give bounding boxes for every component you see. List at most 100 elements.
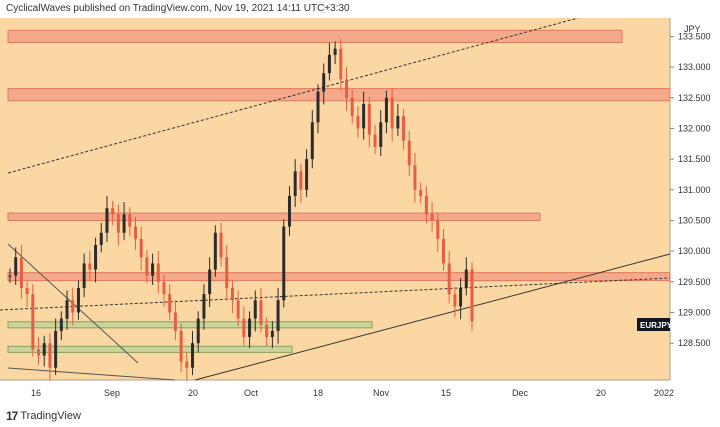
- candle-body: [116, 214, 120, 233]
- publish-header: CyclicalWaves published on TradingView.c…: [6, 3, 350, 14]
- time-tick-label: 2022: [654, 388, 674, 398]
- candle-body: [48, 343, 52, 368]
- rising-support-trendline[interactable]: [194, 253, 671, 381]
- candle-body: [202, 294, 206, 319]
- time-tick-label: 15: [441, 388, 451, 398]
- lower-dashed-trendline[interactable]: [0, 277, 671, 311]
- zones-layer: [7, 29, 671, 353]
- candle-body: [168, 294, 172, 313]
- candle-body: [31, 294, 35, 350]
- tradingview-brand[interactable]: TradingView: [20, 409, 81, 422]
- tradingview-logo-icon[interactable]: 17: [6, 408, 18, 423]
- upper-dashed-trendline[interactable]: [7, 18, 579, 174]
- candle-body: [179, 330, 183, 362]
- price-tick-label: 130.500: [678, 215, 711, 225]
- symbol-tag[interactable]: EURJPY: [637, 318, 673, 331]
- candle-body: [191, 343, 195, 368]
- candle-body: [94, 245, 98, 270]
- candle-body: [419, 189, 423, 196]
- time-tick-label: 20: [596, 388, 606, 398]
- candle-body: [384, 97, 388, 123]
- time-tick-label: 20: [188, 388, 198, 398]
- price-tick-label: 133.000: [678, 62, 711, 72]
- price-tick-label: 132.000: [678, 123, 711, 133]
- time-tick-label: 18: [313, 388, 323, 398]
- time-tick-label: Oct: [244, 388, 259, 398]
- green-zone[interactable]: [7, 321, 373, 329]
- candle-body: [82, 263, 86, 288]
- candle-body: [441, 238, 445, 264]
- candle-body: [8, 275, 12, 277]
- candle-body: [71, 300, 75, 313]
- time-tick-label: Nov: [373, 388, 390, 398]
- candle-body: [464, 269, 468, 288]
- candle-body: [76, 287, 80, 313]
- candle-body: [430, 214, 434, 221]
- candle-body: [396, 116, 400, 129]
- candle-body: [88, 263, 92, 270]
- green-zone[interactable]: [7, 345, 293, 353]
- candle-body: [293, 171, 297, 196]
- candle-body: [459, 287, 463, 307]
- price-tick-label: 131.500: [678, 154, 711, 164]
- bottom-trendline[interactable]: [7, 367, 176, 381]
- chart-background: [0, 18, 670, 380]
- candle-body: [225, 257, 229, 288]
- candle-body: [259, 300, 263, 325]
- candle-body: [265, 324, 269, 338]
- candle-body: [356, 116, 360, 129]
- candle-body: [305, 159, 309, 190]
- candle-body: [19, 257, 23, 288]
- candle-body: [470, 269, 474, 322]
- price-scale[interactable]: 133.500 133.000 132.500 132.000 131.500 131.0…: [670, 31, 711, 348]
- candle-body: [333, 48, 337, 55]
- time-tick-label: Sep: [104, 388, 120, 398]
- candle-body: [345, 79, 349, 98]
- red-zone[interactable]: [7, 212, 541, 221]
- time-tick-label: 16: [31, 388, 41, 398]
- price-tick-label: 133.500: [678, 31, 711, 41]
- candle-body: [213, 232, 217, 270]
- candle-body: [133, 226, 137, 239]
- symbol-tag-background: [637, 318, 670, 331]
- trendlines-layer: [0, 18, 671, 381]
- candle-body: [248, 318, 252, 338]
- currency-label: JPY: [684, 24, 701, 34]
- time-scale[interactable]: 16 Sep 20 Oct 18 Nov 15 Dec 20 2022: [31, 388, 674, 398]
- candle-body: [59, 318, 63, 331]
- candle-body: [196, 318, 200, 344]
- candle-body: [42, 343, 46, 356]
- candle-body: [310, 122, 314, 160]
- candle-body: [373, 134, 377, 147]
- red-zone[interactable]: [7, 29, 623, 44]
- red-zone[interactable]: [7, 272, 671, 282]
- candle-body: [322, 73, 326, 92]
- candle-body: [185, 361, 189, 368]
- candle-body: [111, 208, 115, 215]
- price-tick-label: 129.000: [678, 308, 711, 318]
- candle-body: [276, 300, 280, 331]
- candle-body: [99, 232, 103, 246]
- candle-body: [219, 232, 223, 258]
- candle-body: [54, 330, 58, 368]
- candle-body: [413, 165, 417, 190]
- candle-body: [447, 263, 451, 295]
- candles-layer: [8, 38, 474, 381]
- candle-body: [236, 300, 240, 319]
- candle-body: [339, 48, 343, 80]
- candle-body: [453, 294, 457, 307]
- candle-body: [139, 238, 143, 258]
- footer-bar: 17 TradingView: [0, 404, 720, 427]
- candle-body: [350, 97, 354, 117]
- candle-body: [390, 97, 394, 129]
- candle-body: [402, 116, 406, 141]
- candle-body: [362, 103, 366, 129]
- price-chart[interactable]: 133.500 133.000 132.500 132.000 131.500 131.0…: [0, 18, 720, 404]
- candle-body: [407, 140, 411, 166]
- price-tick-label: 129.500: [678, 277, 711, 287]
- red-zone[interactable]: [7, 88, 671, 102]
- price-tick-label: 128.500: [678, 338, 711, 348]
- symbol-tag-label: EURJPY: [640, 321, 673, 330]
- candle-body: [299, 171, 303, 190]
- candle-body: [173, 312, 177, 331]
